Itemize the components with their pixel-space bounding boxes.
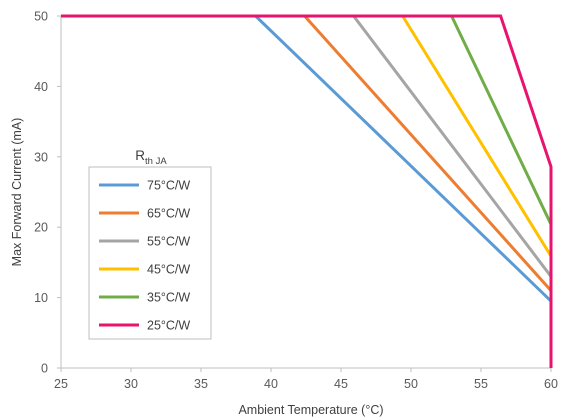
x-tick-label: 50 <box>404 377 418 391</box>
y-tick-label: 40 <box>34 80 48 94</box>
y-tick-label: 10 <box>34 291 48 305</box>
legend: Rth JA 75°C/W 65°C/W 55°C/W 45°C/W 35°C/W 25°… <box>88 148 212 340</box>
x-tick-label: 25 <box>54 377 68 391</box>
x-tick-label: 45 <box>334 377 348 391</box>
y-tick-label: 30 <box>34 150 48 164</box>
legend-label: 55°C/W <box>147 235 190 249</box>
y-tick-label: 20 <box>34 221 48 235</box>
y-tick-label: 0 <box>41 362 48 376</box>
legend-box <box>88 166 212 340</box>
series-lines <box>61 14 553 368</box>
x-tick-label: 55 <box>474 377 488 391</box>
legend-label: 35°C/W <box>147 291 190 305</box>
legend-title-main: R <box>135 148 145 163</box>
series-line-6 <box>61 14 553 368</box>
legend-title: Rth JA <box>135 148 167 167</box>
x-tick-label: 35 <box>194 377 208 391</box>
y-tick-label: 50 <box>34 10 48 24</box>
x-tick-label: 60 <box>544 377 558 391</box>
legend-items: 75°C/W 65°C/W 55°C/W 45°C/W 35°C/W 25°C/W <box>99 179 190 333</box>
x-tick-label: 40 <box>264 377 278 391</box>
x-axis-title: Ambient Temperature (°C) <box>238 403 383 417</box>
legend-label: 25°C/W <box>147 319 190 333</box>
legend-title-sub: th JA <box>145 156 167 167</box>
y-axis-title: Max Forward Current (mA) <box>10 118 24 267</box>
tick-labels: 25 30 35 40 45 50 55 60 0 10 20 30 40 50 <box>34 10 558 392</box>
legend-label: 75°C/W <box>147 179 190 193</box>
x-tick-label: 30 <box>124 377 138 391</box>
chart-axes <box>60 16 551 369</box>
legend-label: 65°C/W <box>147 207 190 221</box>
legend-label: 45°C/W <box>147 263 190 277</box>
